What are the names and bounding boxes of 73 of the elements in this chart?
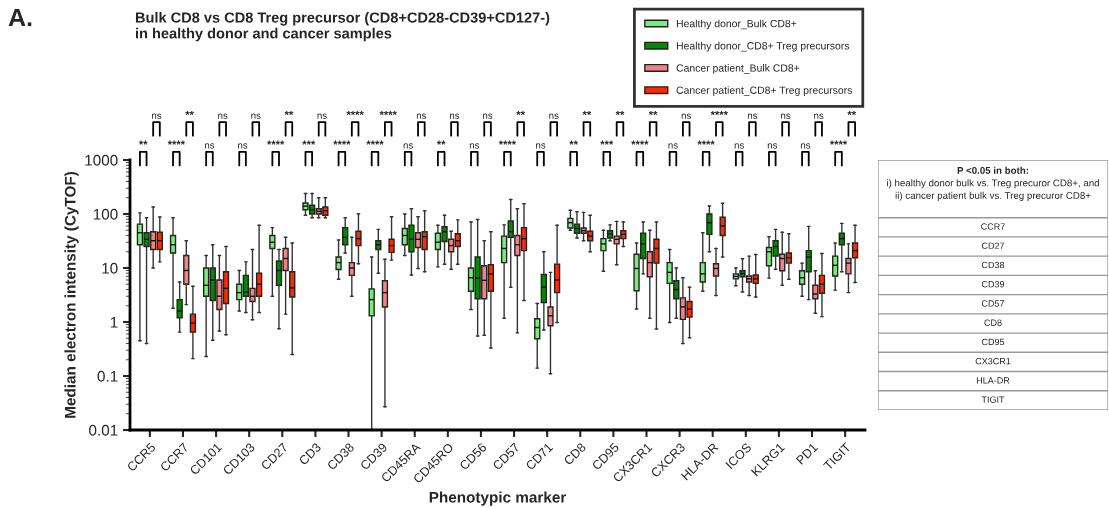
text: ns bbox=[536, 143, 546, 149]
text: ** bbox=[436, 140, 446, 145]
text: ns bbox=[403, 143, 413, 149]
text: ns bbox=[251, 113, 261, 119]
text: CD57 bbox=[981, 300, 1005, 307]
text: ns bbox=[238, 143, 248, 149]
legend-label: Cancer patient_CD8+ Treg precursors bbox=[676, 86, 853, 96]
text: ** bbox=[648, 110, 658, 116]
text: ns bbox=[814, 113, 824, 119]
text: CD27 bbox=[981, 242, 1005, 249]
text: TIGIT bbox=[981, 396, 1005, 403]
text: **** bbox=[498, 140, 517, 145]
text: **** bbox=[829, 140, 848, 145]
text: ns bbox=[668, 143, 678, 149]
text: **** bbox=[710, 110, 728, 116]
text: **** bbox=[267, 140, 285, 145]
chart-title: Bulk CD8 vs CD8 Treg precursor (CD8+CD28-CD39+CD127-) in healthy donor and cancer samples bbox=[135, 12, 550, 42]
text: CD8 bbox=[984, 319, 1002, 326]
y-tick-label: 10 bbox=[102, 262, 118, 274]
text: ns bbox=[800, 143, 811, 149]
legend-label: Cancer patient_Bulk CD8+ bbox=[676, 64, 800, 74]
text: i) healthy donor bulk vs. Treg precuror CD8+, and ii) cancer patient bulk vs. Treg precuror CD8+ bbox=[887, 179, 1099, 201]
text: HLA-DR bbox=[976, 377, 1010, 384]
y-tick-label: 0.01 bbox=[89, 424, 118, 436]
text: ** bbox=[138, 140, 148, 145]
y-tick-label: 0.1 bbox=[97, 370, 118, 382]
text: ** bbox=[185, 110, 194, 116]
legend-label: Healthy donor_CD8+ Treg precursors bbox=[676, 41, 850, 52]
legend-label: Healthy donor_Bulk CD8+ bbox=[676, 19, 797, 30]
text: CX3CR1 bbox=[975, 357, 1011, 365]
text: ns bbox=[449, 113, 460, 119]
text: ns bbox=[681, 113, 691, 119]
text: ns bbox=[152, 113, 162, 119]
text: *** bbox=[600, 140, 614, 145]
x-axis-title: Phenotypic marker bbox=[429, 491, 567, 506]
text: ns bbox=[317, 113, 327, 119]
x-tick-label: CD8 bbox=[563, 442, 587, 466]
text: **** bbox=[697, 140, 715, 145]
text: ** bbox=[847, 110, 857, 116]
text: ns bbox=[483, 113, 493, 119]
text: ns bbox=[734, 143, 744, 149]
text: ns bbox=[416, 113, 427, 119]
y-tick-label: 1 bbox=[110, 317, 118, 328]
text: ** bbox=[582, 110, 592, 116]
text: A. bbox=[8, 8, 32, 27]
x-tick-label: CD3 bbox=[298, 442, 322, 466]
text: *** bbox=[302, 140, 316, 145]
y-tick-label: 100 bbox=[93, 208, 118, 220]
text: ns bbox=[767, 143, 778, 149]
text: ns bbox=[204, 143, 215, 149]
text: ns bbox=[469, 143, 480, 149]
text: ** bbox=[284, 110, 294, 116]
text: **** bbox=[366, 140, 384, 145]
text: CCR7 bbox=[981, 223, 1005, 230]
text: ns bbox=[781, 113, 791, 119]
text: ns bbox=[549, 113, 559, 119]
text: P <0.05 in both: bbox=[957, 166, 1029, 174]
text: ** bbox=[615, 110, 625, 116]
text: **** bbox=[333, 140, 351, 145]
text: CD95 bbox=[981, 338, 1005, 346]
text: ns bbox=[218, 113, 228, 119]
x-tick-label: PD1 bbox=[795, 442, 818, 465]
text: CD38 bbox=[981, 261, 1005, 269]
text: ** bbox=[516, 110, 525, 116]
text: ** bbox=[569, 140, 578, 145]
text: **** bbox=[631, 140, 649, 145]
text: **** bbox=[167, 140, 185, 145]
y-tick-label: 1000 bbox=[85, 154, 118, 166]
text: **** bbox=[346, 110, 364, 116]
y-axis-title: Median electron intensity (CyTOF) bbox=[64, 171, 79, 418]
text: CD39 bbox=[981, 281, 1005, 288]
text: ns bbox=[747, 113, 758, 119]
text: **** bbox=[379, 110, 397, 116]
